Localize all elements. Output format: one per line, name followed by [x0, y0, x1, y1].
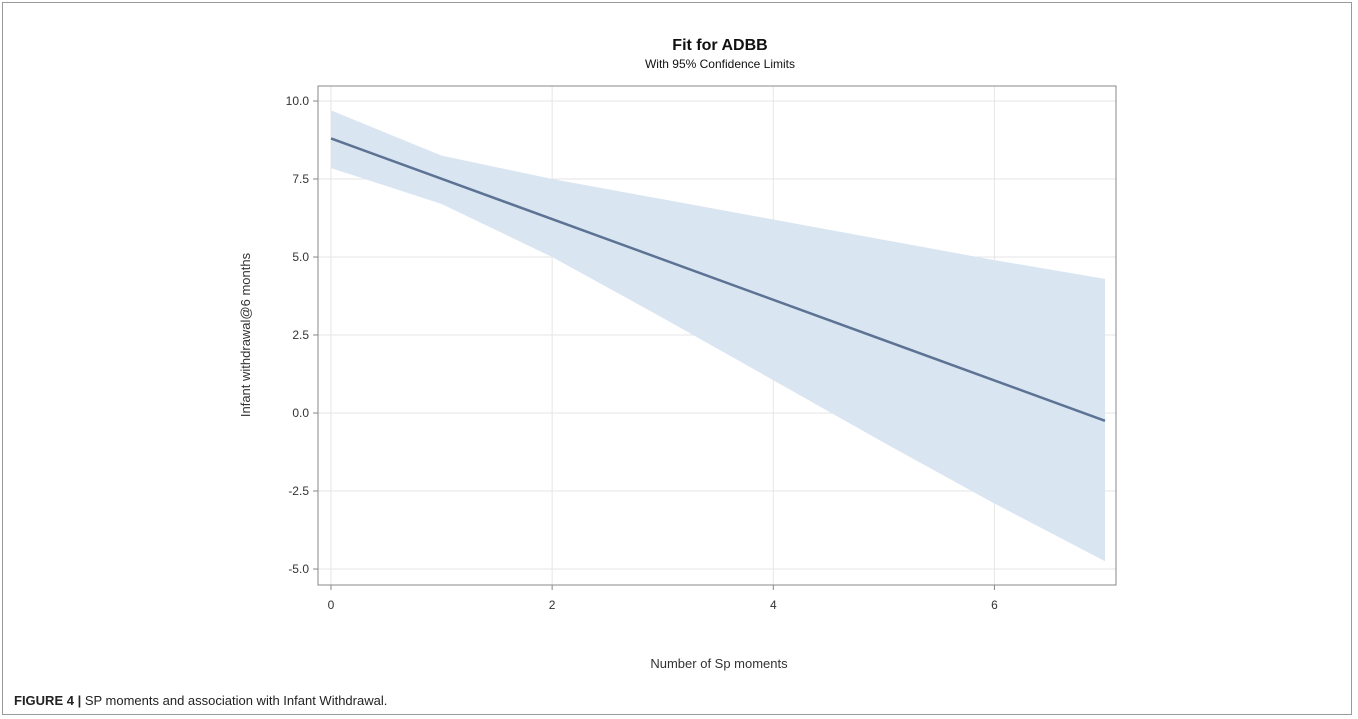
x-tick-label: 4 — [770, 598, 777, 612]
x-tick-label: 6 — [991, 598, 998, 612]
figure-caption-text: SP moments and association with Infant W… — [81, 693, 388, 708]
figure-caption-label: FIGURE 4 | — [14, 693, 82, 708]
x-tick-label: 0 — [328, 598, 335, 612]
confidence-band — [331, 110, 1105, 562]
x-tick-label: 2 — [549, 598, 556, 612]
x-axis-title: Number of Sp moments — [650, 656, 788, 671]
fit-line — [330, 137, 1106, 422]
y-axis-title: Infant withdrawal@6 months — [238, 252, 253, 417]
y-tick-label: -5.0 — [288, 562, 309, 576]
y-tick-label: 7.5 — [292, 172, 309, 186]
axis-ticks: -5.0 -2.5 0.0 2.5 5.0 7.5 10.0 0 2 4 6 — [286, 94, 998, 612]
chart-title: Fit for ADBB — [672, 37, 767, 54]
y-tick-label: 10.0 — [286, 94, 310, 108]
y-tick-label: -2.5 — [288, 484, 309, 498]
y-tick-label: 0.0 — [292, 406, 309, 420]
figure-caption: FIGURE 4 | SP moments and association wi… — [14, 693, 387, 708]
y-tick-label: 2.5 — [292, 328, 309, 342]
chart-subtitle: With 95% Confidence Limits — [645, 57, 795, 71]
y-tick-label: 5.0 — [292, 250, 309, 264]
